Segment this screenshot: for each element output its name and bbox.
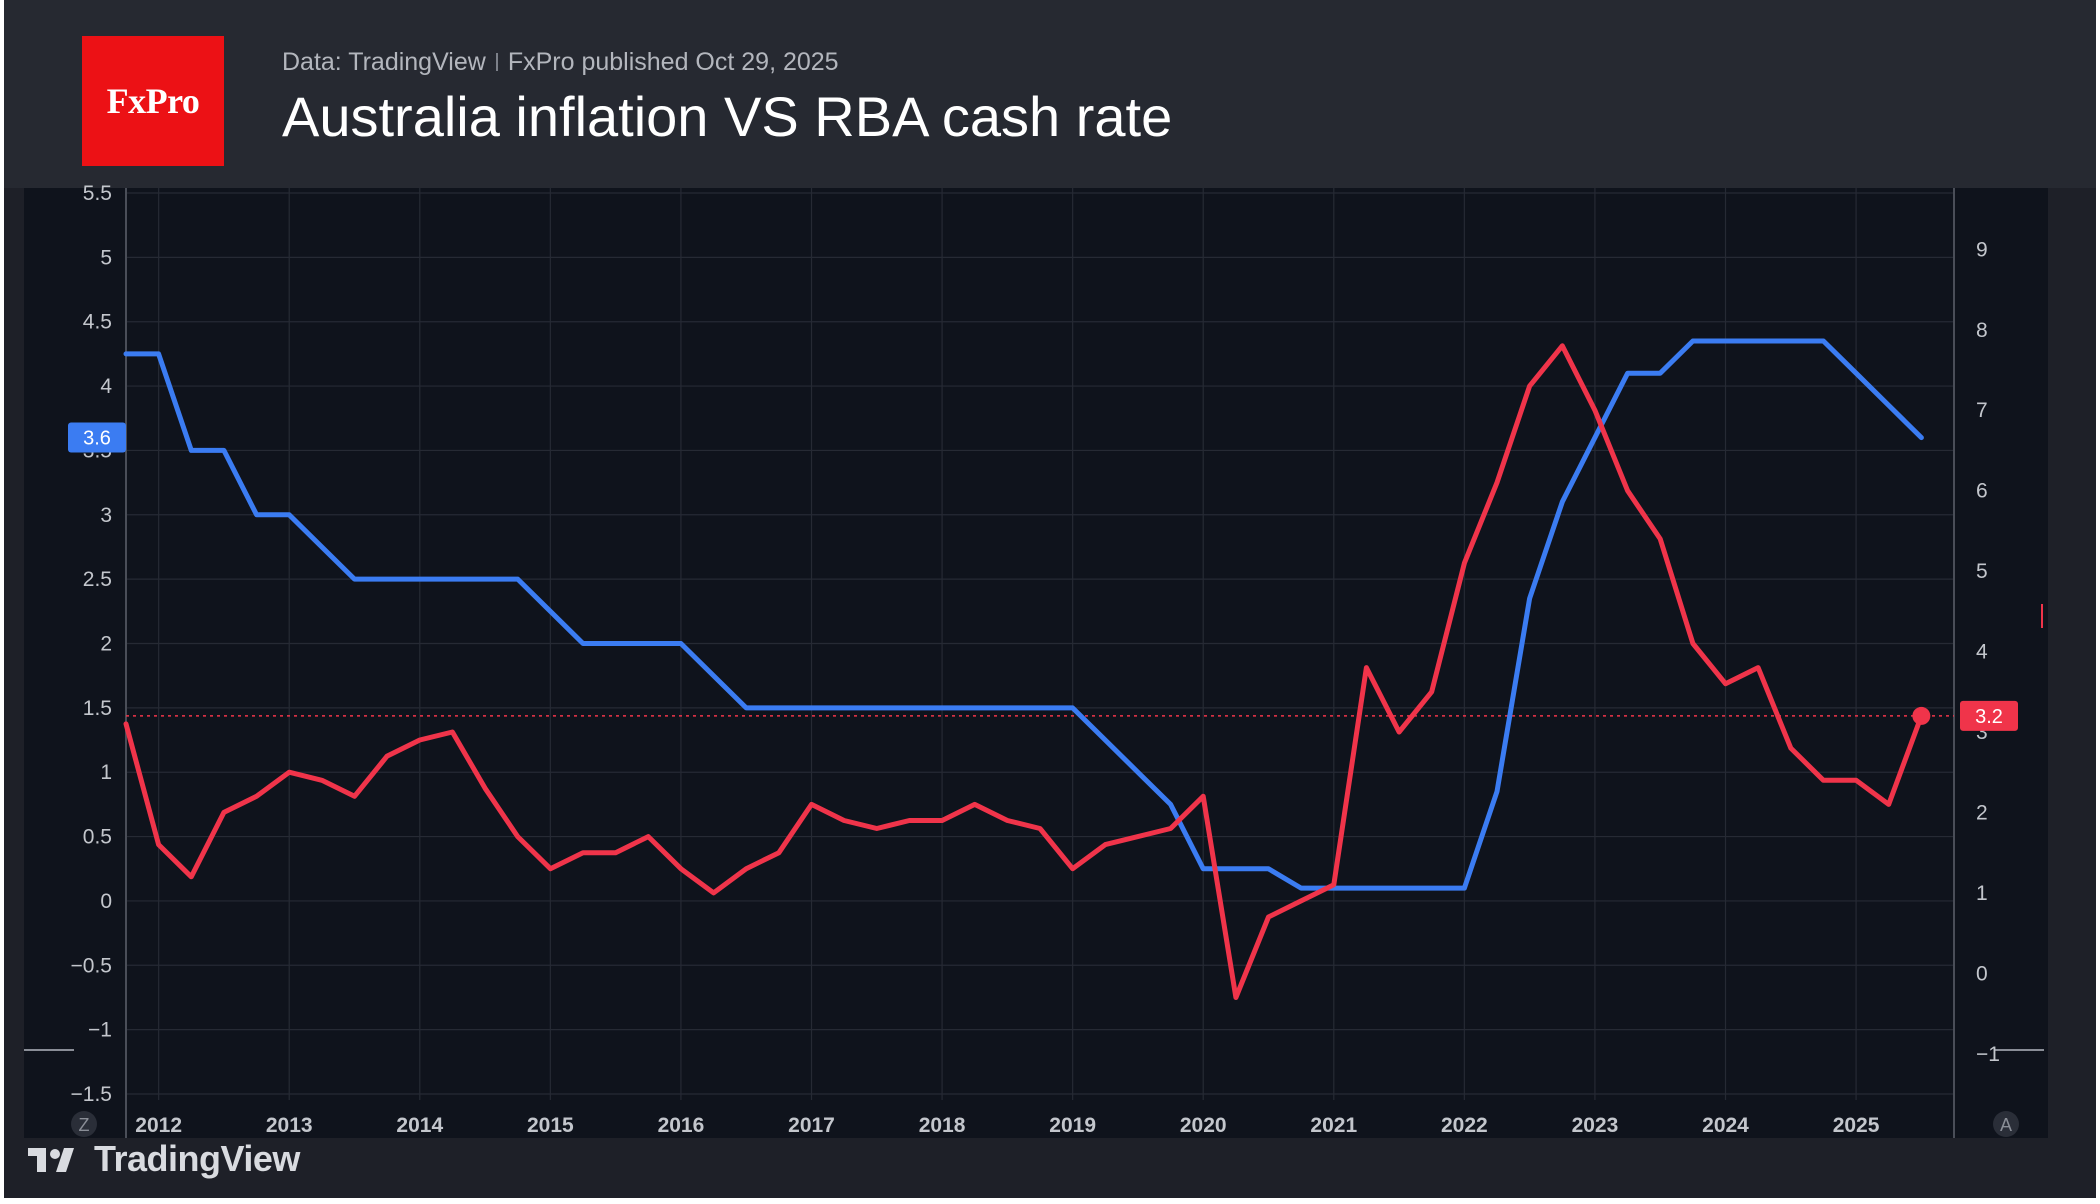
right-axis-ticks: 9 8 7 6 5 4 3 2 1 0 −1 <box>1976 238 2000 1065</box>
right-tick-label: 3 <box>1976 721 1988 744</box>
left-tick-label: 1 <box>100 761 112 784</box>
fxpro-logo: FxPro <box>82 36 224 166</box>
data-source: Data: TradingView <box>282 48 486 76</box>
x-tick-label: 2024 <box>1702 1114 1749 1137</box>
tradingview-wordmark: TradingView <box>94 1138 300 1179</box>
published-note: FxPro published Oct 29, 2025 <box>507 48 839 76</box>
x-tick-label: 2018 <box>919 1114 966 1137</box>
inflation-value-badge <box>1960 700 2018 731</box>
left-tick-label: 5 <box>100 246 112 269</box>
left-tick-label: 4.5 <box>83 311 112 334</box>
x-tick-label: 2022 <box>1441 1114 1488 1137</box>
chart-title: Australia inflation VS RBA cash rate <box>282 85 1173 148</box>
left-tick-label: 4 <box>100 375 112 398</box>
x-tick-label: 2014 <box>396 1114 443 1137</box>
x-tick-label: 2019 <box>1049 1114 1096 1137</box>
right-tick-label: 8 <box>1976 319 1988 342</box>
left-tick-label: 2.5 <box>83 568 112 591</box>
inflation-line <box>123 343 1924 1000</box>
inflation-last-point <box>1912 706 1931 725</box>
right-tick-label: 7 <box>1976 399 1988 422</box>
left-tick-label: 5.5 <box>83 182 112 205</box>
right-tick-label: −1 <box>1976 1043 2000 1066</box>
chart-plot: 5.554.543.532.521.510.50−0.5−1−1.5 98765… <box>24 182 2048 1138</box>
tradingview-brand: TradingView <box>28 1138 300 1180</box>
left-tick-label: 0 <box>100 890 112 913</box>
inflation-value-label: 3.2 <box>1975 706 2003 728</box>
x-axis-ticks: 2012 2013 2014 2015 2016 2017 2018 2019 2020 2021… <box>135 1114 1879 1137</box>
x-tick-label: 2017 <box>788 1114 835 1137</box>
value-badges: 3.2 3.6 <box>68 422 2018 731</box>
logo-text: FxPro <box>106 81 200 121</box>
x-tick-label: 2015 <box>527 1114 574 1137</box>
auto-label: A <box>2000 1115 2012 1135</box>
left-tick-label: −0.5 <box>71 954 112 977</box>
zoom-button[interactable]: Z <box>71 1111 97 1137</box>
cash_rate-line <box>123 338 1924 891</box>
x-tick-label: 2012 <box>135 1114 182 1137</box>
x-tick-label: 2020 <box>1180 1114 1227 1137</box>
x-tick-label: 2025 <box>1833 1114 1880 1137</box>
right-tick-label: 9 <box>1976 238 1988 261</box>
chart-subtitle: Data: TradingView FxPro published Oct 29,… <box>282 48 839 77</box>
right-tick-label: 2 <box>1976 801 1988 824</box>
plot-background <box>24 188 2048 1138</box>
separator <box>495 53 498 71</box>
x-tick-label: 2013 <box>266 1114 313 1137</box>
left-tick-label: 0.5 <box>83 826 112 849</box>
x-tick-label: 2021 <box>1310 1114 1357 1137</box>
right-tick-label: 5 <box>1976 560 1988 583</box>
cash-rate-value-label: 3.6 <box>83 428 111 450</box>
left-tick-label: 2 <box>100 633 112 656</box>
tradingview-logo-icon <box>28 1148 74 1172</box>
left-tick-label: −1.5 <box>71 1083 112 1106</box>
series-layer <box>123 338 1931 1000</box>
left-tick-label: 1.5 <box>83 697 112 720</box>
auto-scale-button[interactable]: A <box>1993 1111 2019 1137</box>
right-tick-label: 0 <box>1976 962 1988 985</box>
right-tick-label: 1 <box>1976 882 1988 905</box>
cash-rate-value-badge <box>68 422 126 453</box>
right-tick-label: 6 <box>1976 480 1988 503</box>
x-tick-label: 2016 <box>658 1114 705 1137</box>
left-axis-ticks: 5.554.543.532.521.510.50−0.5−1−1.5 <box>71 182 113 1106</box>
left-tick-label: 3 <box>100 504 112 527</box>
header-bar: FxPro Data: TradingView FxPro published O… <box>4 0 2096 188</box>
right-tick-label: 4 <box>1976 641 1988 664</box>
zoom-label: Z <box>79 1115 90 1135</box>
chart-frame: FxPro Data: TradingView FxPro published O… <box>4 0 2096 1198</box>
x-tick-label: 2023 <box>1572 1114 1619 1137</box>
left-tick-label: −1 <box>88 1019 112 1042</box>
